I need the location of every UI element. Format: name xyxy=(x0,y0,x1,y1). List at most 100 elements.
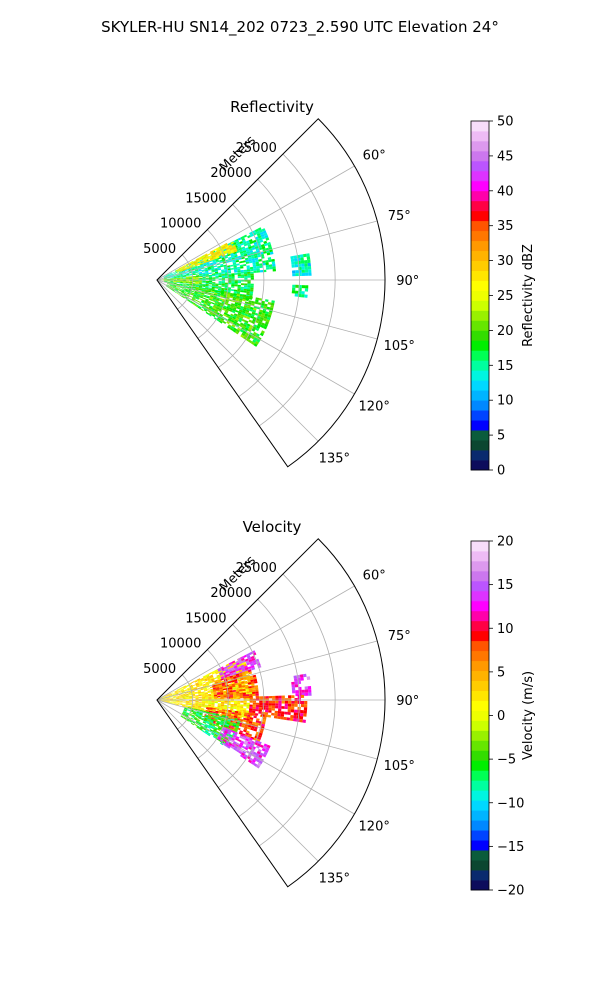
echo-cell xyxy=(192,713,196,716)
echo-cell xyxy=(184,689,188,692)
colorbar-segment xyxy=(471,670,489,681)
echo-cell xyxy=(203,302,208,306)
echo-cell xyxy=(227,292,231,295)
echo-cell xyxy=(222,688,227,691)
echo-cell xyxy=(205,311,210,315)
echo-cell xyxy=(213,251,218,254)
echo-cell xyxy=(211,307,216,311)
echo-cell xyxy=(238,669,243,673)
echo-cell xyxy=(241,666,245,670)
echo-cell xyxy=(179,281,183,283)
echo-cell xyxy=(210,689,214,692)
echo-cell xyxy=(223,666,228,670)
echo-cell xyxy=(244,285,248,288)
echo-cell xyxy=(209,296,214,299)
echo-cell xyxy=(236,707,240,710)
colorbar-segment xyxy=(471,270,489,281)
echo-cell xyxy=(232,734,237,738)
echo-cell xyxy=(194,708,198,711)
range-tick-label: 25000 xyxy=(236,561,277,576)
echo-cell xyxy=(172,703,176,705)
echo-cell xyxy=(178,267,183,270)
echo-cell xyxy=(165,694,169,696)
echo-cell xyxy=(181,289,185,292)
echo-cell xyxy=(231,278,235,280)
echo-cell xyxy=(237,270,241,273)
range-grid-arc xyxy=(218,204,265,368)
echo-cell xyxy=(166,280,170,282)
echo-cell xyxy=(219,261,223,264)
echo-cell xyxy=(176,281,180,282)
echo-cell xyxy=(232,329,237,333)
echo-cell xyxy=(243,287,248,290)
echo-cell xyxy=(207,259,211,263)
echo-cell xyxy=(212,686,216,689)
echo-cell xyxy=(178,288,182,290)
colorbar-segment xyxy=(471,320,489,331)
echo-cell xyxy=(182,273,186,275)
echo-cell xyxy=(240,740,245,744)
echo-cell xyxy=(252,262,256,265)
echo-cell xyxy=(210,719,214,723)
echo-cell xyxy=(226,305,231,308)
echo-cell xyxy=(257,748,262,753)
echo-cell xyxy=(251,667,256,671)
echo-cell xyxy=(202,297,206,300)
echo-cell xyxy=(217,736,222,739)
echo-cell xyxy=(262,230,267,234)
echo-cell xyxy=(192,283,196,284)
echo-cells xyxy=(157,227,312,347)
echo-cell xyxy=(198,276,202,278)
echo-cell xyxy=(179,268,183,270)
echo-cell xyxy=(163,696,167,698)
colorbar-segment xyxy=(471,190,489,202)
echo-cell xyxy=(214,681,219,684)
echo-cell xyxy=(211,711,216,714)
colorbar-tick-label: 45 xyxy=(497,149,514,164)
echo-cell xyxy=(263,315,268,320)
echo-cell xyxy=(231,244,236,248)
echo-cell xyxy=(166,701,170,702)
echo-cell xyxy=(234,273,238,275)
echo-cell xyxy=(214,680,218,683)
echo-cell xyxy=(185,269,189,272)
echo-cell xyxy=(236,705,241,708)
echo-cell xyxy=(235,297,240,300)
echo-cell xyxy=(194,680,198,683)
echo-cell xyxy=(215,684,219,687)
echo-cell xyxy=(173,282,177,284)
echo-cell xyxy=(211,284,216,286)
echo-cell xyxy=(211,700,215,702)
echo-cell xyxy=(199,296,203,299)
echo-cell xyxy=(214,669,218,673)
echo-cell xyxy=(231,276,235,279)
echo-cell xyxy=(241,325,246,329)
colorbar-segment xyxy=(471,310,489,321)
echo-cell xyxy=(207,678,211,681)
echo-cell xyxy=(188,696,193,698)
echo-cell xyxy=(232,724,236,727)
echo-cell xyxy=(236,242,240,246)
echo-cell xyxy=(242,298,246,302)
colorbar-segment xyxy=(471,710,489,721)
echo-cell xyxy=(229,721,234,725)
echo-cell xyxy=(287,706,292,710)
echo-cell xyxy=(166,274,170,277)
echo-cell xyxy=(183,687,187,690)
echo-cell xyxy=(176,701,180,702)
colorbar-segment xyxy=(471,660,489,672)
echo-cell xyxy=(218,711,222,714)
colorbar-segment xyxy=(471,750,489,761)
echo-cell xyxy=(243,754,248,758)
echo-cell xyxy=(299,719,303,723)
echo-cell xyxy=(201,692,205,694)
echo-cell xyxy=(221,257,225,260)
echo-cell xyxy=(259,705,263,708)
echo-cell xyxy=(221,684,226,687)
echo-cell xyxy=(198,269,202,271)
colorbar-segment xyxy=(471,380,489,391)
echo-cell xyxy=(217,728,221,731)
echo-cell xyxy=(242,696,246,699)
echo-cell xyxy=(217,317,221,321)
echo-cell xyxy=(245,297,250,301)
